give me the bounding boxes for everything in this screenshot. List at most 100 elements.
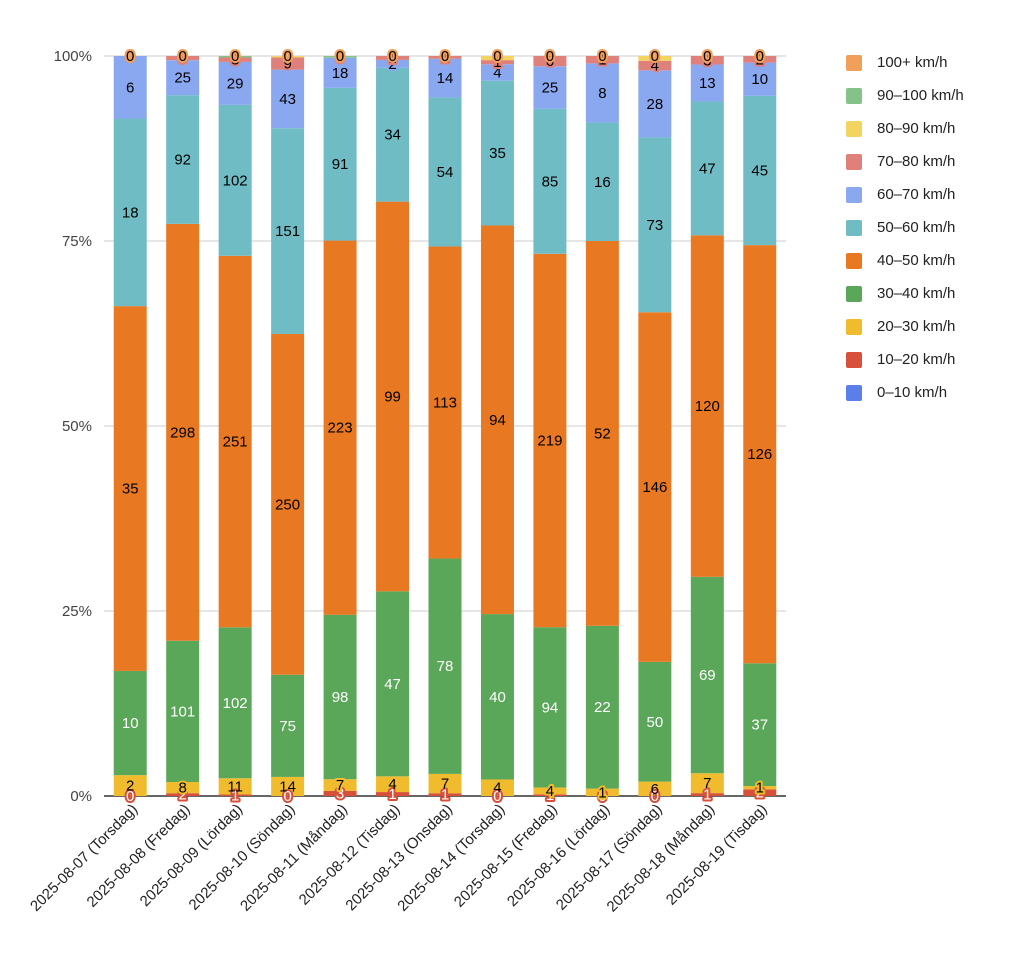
y-tick-label: 50% [62,418,92,435]
data-label: 4 [546,783,554,800]
data-label: 146 [642,479,667,496]
data-label: 25 [174,70,191,87]
data-label: 98 [332,689,349,706]
bar-segment [480,779,514,796]
x-tick-label: 2025-08-08 (Fredag) [84,801,194,911]
data-label: 2 [126,778,134,795]
legend-item: 60–70 km/h [846,178,964,211]
bar-segment [428,793,462,796]
data-label: 0 [283,788,291,805]
bar-segment [585,241,619,626]
data-label: 2 [756,785,764,802]
data-label: 22 [594,699,611,716]
data-label: 0 [651,788,659,805]
legend-item: 40–50 km/h [846,244,964,277]
x-tick-label: 2025-08-16 (Lördag) [504,801,613,910]
y-tick-label: 75% [62,233,92,250]
data-label: 2 [756,51,764,68]
bar-segment [323,240,357,615]
bar-segment [271,674,305,777]
data-label: 0 [388,48,396,65]
bar-segment [743,62,777,96]
bar-segment [166,640,200,783]
data-label: 10 [751,71,768,88]
data-label: 223 [328,420,353,437]
data-label: 101 [170,703,195,720]
bar-segment [166,56,200,61]
bar-segment [533,787,567,795]
data-label: 47 [699,160,716,177]
bar-segment [690,56,724,65]
bar-segment [480,225,514,615]
legend-swatch [846,351,862,368]
data-label: 37 [751,717,768,734]
bar-segment [166,95,200,224]
bar-segment [376,67,410,202]
bar-segment [166,60,200,96]
data-label: 151 [275,223,300,240]
bar-segment [480,64,514,81]
data-label: 16 [594,174,611,191]
data-label: 43 [279,91,296,108]
bar-segment [376,776,410,793]
bar-segment [323,779,357,791]
bar-segment [480,56,514,61]
data-label: 1 [441,49,449,66]
data-label: 0 [126,48,134,65]
legend-item: 90–100 km/h [846,79,964,112]
bar-segment [218,255,252,628]
data-label: 4 [651,58,659,75]
bar-segment [585,56,619,64]
bar-segment [218,778,252,795]
bar-segment [638,661,672,782]
data-label: 3 [179,50,187,67]
legend-label: 10–20 km/h [877,351,956,368]
y-tick-label: 0% [70,788,92,805]
data-label: 1 [703,787,711,804]
data-label: 120 [695,398,720,415]
bar-segment [533,794,567,796]
data-label: 1 [388,786,396,803]
data-label: 14 [279,778,296,795]
bar-segment [271,69,305,129]
bar-segment [323,56,357,58]
data-label: 1 [493,54,501,71]
legend-label: 30–40 km/h [877,285,956,302]
data-label: 4 [493,780,501,797]
bar-segment [376,56,410,60]
data-label: 0 [756,48,764,65]
bar-segment [376,792,410,796]
data-label: 85 [542,173,559,190]
data-label: 8 [179,780,187,797]
data-label: 0 [493,48,501,65]
bar-segment [480,614,514,780]
data-label: 11 [227,778,243,795]
data-label: 0 [546,48,554,65]
x-tick-label: 2025-08-12 (Tisdag) [296,801,404,909]
data-label: 6 [126,79,134,96]
bar-segment [690,576,724,774]
legend-label: 20–30 km/h [877,318,956,335]
data-label: 18 [122,204,139,221]
bar-segment [218,57,252,62]
data-label: 52 [594,425,611,442]
x-tick-label: 2025-08-15 (Fredag) [451,801,561,911]
x-tick-label: 2025-08-19 (Tisdag) [663,801,771,909]
data-label: 73 [647,217,664,234]
legend-item: 80–90 km/h [846,112,964,145]
legend-label: 80–90 km/h [877,120,956,137]
bar-segment [323,57,357,88]
bar-segment [166,223,200,641]
bar-segment [638,70,672,138]
bar-segment [271,128,305,335]
data-label: 0 [598,48,606,65]
legend-item: 30–40 km/h [846,277,964,310]
legend-swatch [846,186,862,203]
data-label: 1 [546,787,554,804]
legend-item: 0–10 km/h [846,376,964,409]
bar-segment [428,773,462,794]
y-tick-label: 100% [54,48,92,65]
data-label: 94 [489,412,506,429]
data-label: 3 [703,52,711,69]
legend-label: 90–100 km/h [877,87,964,104]
